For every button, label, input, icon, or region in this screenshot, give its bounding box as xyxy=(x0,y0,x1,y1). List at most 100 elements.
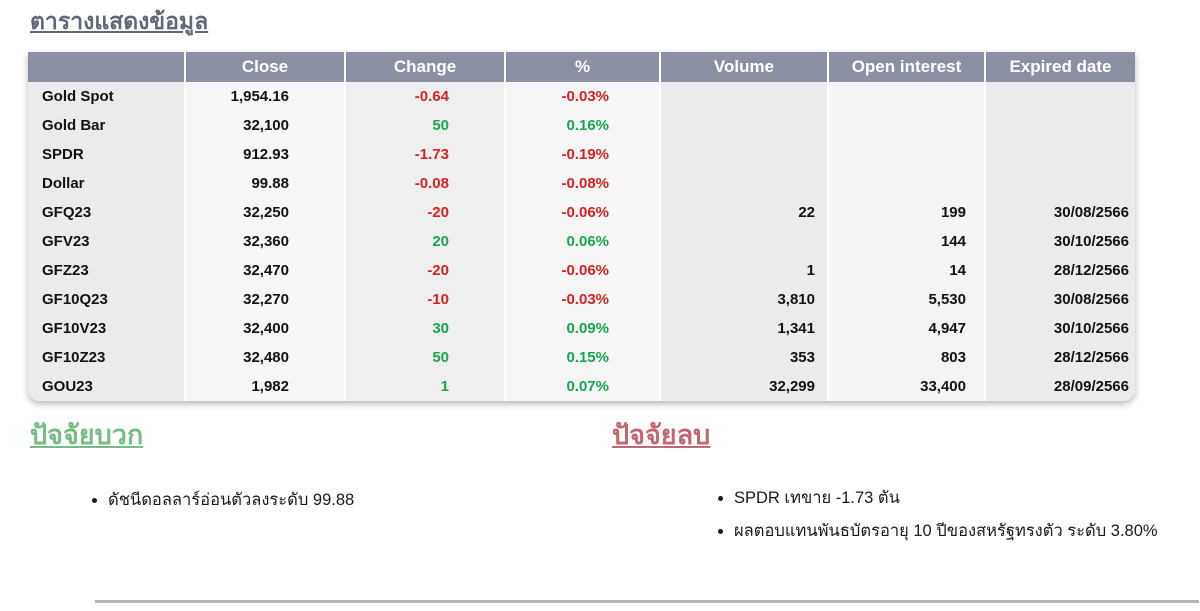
cell-change: -0.64 xyxy=(344,82,505,111)
cell-volume xyxy=(659,140,828,169)
cell-percent: 0.06% xyxy=(504,227,660,256)
cell-open-interest: 33,400 xyxy=(827,372,985,401)
table-row: GOU23 1,982 1 0.07% 32,299 33,400 28/09/… xyxy=(28,372,1135,401)
table-row: GF10V23 32,400 30 0.09% 1,341 4,947 30/1… xyxy=(28,314,1135,343)
cell-instrument-name: GFQ23 xyxy=(28,198,185,227)
cell-volume: 353 xyxy=(659,343,828,372)
cell-percent: -0.19% xyxy=(504,140,660,169)
cell-instrument-name: GOU23 xyxy=(28,372,185,401)
col-header-close: Close xyxy=(184,52,345,82)
cell-instrument-name: Gold Bar xyxy=(28,111,185,140)
cell-open-interest xyxy=(827,169,985,198)
cell-open-interest xyxy=(827,140,985,169)
cell-percent: 0.15% xyxy=(504,343,660,372)
cell-open-interest: 199 xyxy=(827,198,985,227)
cell-open-interest: 5,530 xyxy=(827,285,985,314)
table-header-row: Close Change % Volume Open interest Expi… xyxy=(28,52,1135,82)
data-table-container: Close Change % Volume Open interest Expi… xyxy=(28,52,1135,401)
cell-open-interest: 4,947 xyxy=(827,314,985,343)
col-header-open-interest: Open interest xyxy=(827,52,985,82)
cell-percent: 0.16% xyxy=(504,111,660,140)
cell-close: 32,270 xyxy=(184,285,345,314)
cell-change: 50 xyxy=(344,343,505,372)
table-row: Gold Bar 32,100 50 0.16% xyxy=(28,111,1135,140)
cell-change: -0.08 xyxy=(344,169,505,198)
cell-instrument-name: GF10V23 xyxy=(28,314,185,343)
cell-volume xyxy=(659,111,828,140)
cell-instrument-name: GF10Z23 xyxy=(28,343,185,372)
list-item: SPDR เทขาย -1.73 ตัน xyxy=(734,486,1174,512)
bottom-divider xyxy=(95,600,1199,603)
data-table: Close Change % Volume Open interest Expi… xyxy=(28,52,1135,401)
cell-close: 32,480 xyxy=(184,343,345,372)
cell-instrument-name: GF10Q23 xyxy=(28,285,185,314)
cell-expired-date: 30/10/2566 xyxy=(984,227,1135,256)
cell-change: 30 xyxy=(344,314,505,343)
negative-factors-heading: ปัจจัยลบ xyxy=(612,420,711,450)
cell-instrument-name: Gold Spot xyxy=(28,82,185,111)
cell-open-interest xyxy=(827,82,985,111)
cell-change: -10 xyxy=(344,285,505,314)
cell-open-interest: 144 xyxy=(827,227,985,256)
cell-expired-date: 28/12/2566 xyxy=(984,256,1135,285)
cell-close: 32,100 xyxy=(184,111,345,140)
cell-percent: -0.06% xyxy=(504,256,660,285)
cell-volume xyxy=(659,82,828,111)
cell-close: 912.93 xyxy=(184,140,345,169)
cell-expired-date: 30/10/2566 xyxy=(984,314,1135,343)
cell-percent: -0.03% xyxy=(504,285,660,314)
table-row: GF10Z23 32,480 50 0.15% 353 803 28/12/25… xyxy=(28,343,1135,372)
cell-close: 32,400 xyxy=(184,314,345,343)
col-header-change: Change xyxy=(344,52,505,82)
cell-close: 32,360 xyxy=(184,227,345,256)
cell-expired-date xyxy=(984,169,1135,198)
cell-percent: -0.03% xyxy=(504,82,660,111)
cell-percent: -0.06% xyxy=(504,198,660,227)
cell-open-interest: 14 xyxy=(827,256,985,285)
cell-volume: 1,341 xyxy=(659,314,828,343)
table-body: Gold Spot 1,954.16 -0.64 -0.03% Gold Bar… xyxy=(28,82,1135,401)
cell-expired-date: 28/09/2566 xyxy=(984,372,1135,401)
cell-instrument-name: GFV23 xyxy=(28,227,185,256)
cell-change: -20 xyxy=(344,256,505,285)
table-row: GF10Q23 32,270 -10 -0.03% 3,810 5,530 30… xyxy=(28,285,1135,314)
cell-expired-date: 30/08/2566 xyxy=(984,198,1135,227)
cell-open-interest: 803 xyxy=(827,343,985,372)
col-header-expired-date: Expired date xyxy=(984,52,1135,82)
cell-expired-date: 30/08/2566 xyxy=(984,285,1135,314)
cell-change: -20 xyxy=(344,198,505,227)
cell-change: 50 xyxy=(344,111,505,140)
cell-change: -1.73 xyxy=(344,140,505,169)
table-row: SPDR 912.93 -1.73 -0.19% xyxy=(28,140,1135,169)
page-title: ตารางแสดงข้อมูล xyxy=(30,8,209,34)
table-row: Dollar 99.88 -0.08 -0.08% xyxy=(28,169,1135,198)
table-row: Gold Spot 1,954.16 -0.64 -0.03% xyxy=(28,82,1135,111)
table-row: GFQ23 32,250 -20 -0.06% 22 199 30/08/256… xyxy=(28,198,1135,227)
list-item: ดัชนีดอลลาร์อ่อนตัวลงระดับ 99.88 xyxy=(108,488,528,514)
cell-expired-date xyxy=(984,82,1135,111)
cell-close: 32,470 xyxy=(184,256,345,285)
cell-expired-date: 28/12/2566 xyxy=(984,343,1135,372)
cell-volume: 3,810 xyxy=(659,285,828,314)
positive-factors-list: ดัชนีดอลลาร์อ่อนตัวลงระดับ 99.88 xyxy=(82,488,528,521)
cell-expired-date xyxy=(984,111,1135,140)
col-header-percent: % xyxy=(504,52,660,82)
cell-close: 1,982 xyxy=(184,372,345,401)
table-row: GFZ23 32,470 -20 -0.06% 1 14 28/12/2566 xyxy=(28,256,1135,285)
cell-percent: 0.09% xyxy=(504,314,660,343)
list-item: ผลตอบแทนพันธบัตรอายุ 10 ปีของสหรัฐทรงตัว… xyxy=(734,519,1174,545)
cell-instrument-name: Dollar xyxy=(28,169,185,198)
cell-volume xyxy=(659,227,828,256)
cell-close: 99.88 xyxy=(184,169,345,198)
col-header-name xyxy=(28,52,185,82)
cell-volume xyxy=(659,169,828,198)
positive-factors-heading: ปัจจัยบวก xyxy=(30,420,144,450)
cell-volume: 1 xyxy=(659,256,828,285)
cell-open-interest xyxy=(827,111,985,140)
cell-close: 32,250 xyxy=(184,198,345,227)
table-row: GFV23 32,360 20 0.06% 144 30/10/2566 xyxy=(28,227,1135,256)
cell-instrument-name: GFZ23 xyxy=(28,256,185,285)
cell-instrument-name: SPDR xyxy=(28,140,185,169)
cell-volume: 32,299 xyxy=(659,372,828,401)
cell-volume: 22 xyxy=(659,198,828,227)
